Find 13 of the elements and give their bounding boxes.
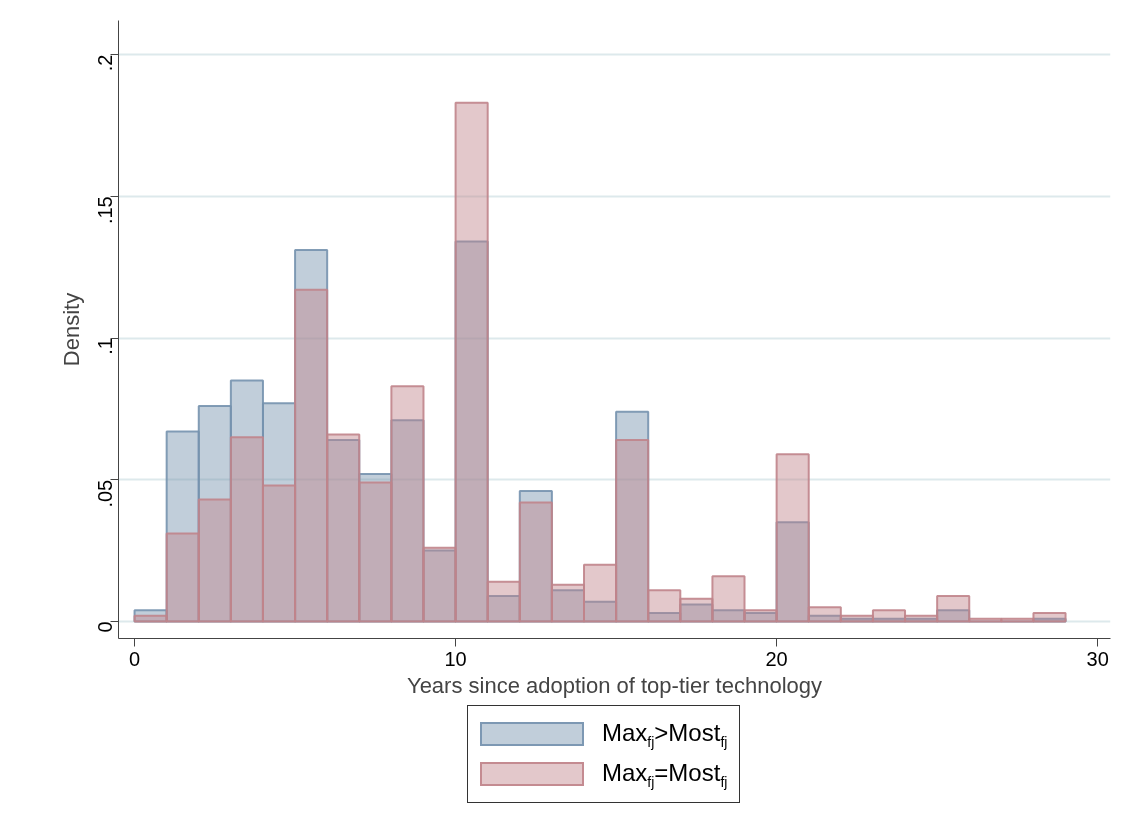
y-axis-title: Density bbox=[58, 292, 84, 367]
x-tick-label: 0 bbox=[128, 647, 141, 670]
y-tick-label: .15 bbox=[94, 196, 117, 225]
legend-label: Max$_{fj}$=Most$_{fj}$ bbox=[602, 757, 728, 792]
y-tick-label: .1 bbox=[94, 338, 117, 355]
legend-label: Max$_{fj}$>Most$_{fj}$ bbox=[602, 718, 728, 752]
x-axis-title: Years since adoption of top-tier technology bbox=[406, 672, 823, 698]
x-tick-label: 20 bbox=[765, 647, 788, 670]
y-tick-label: .05 bbox=[94, 479, 117, 508]
y-tick-label: .2 bbox=[94, 54, 117, 72]
x-tick-label: 10 bbox=[444, 647, 467, 670]
x-tick-label: 30 bbox=[1086, 647, 1109, 670]
y-tick-label: 0 bbox=[94, 621, 117, 633]
